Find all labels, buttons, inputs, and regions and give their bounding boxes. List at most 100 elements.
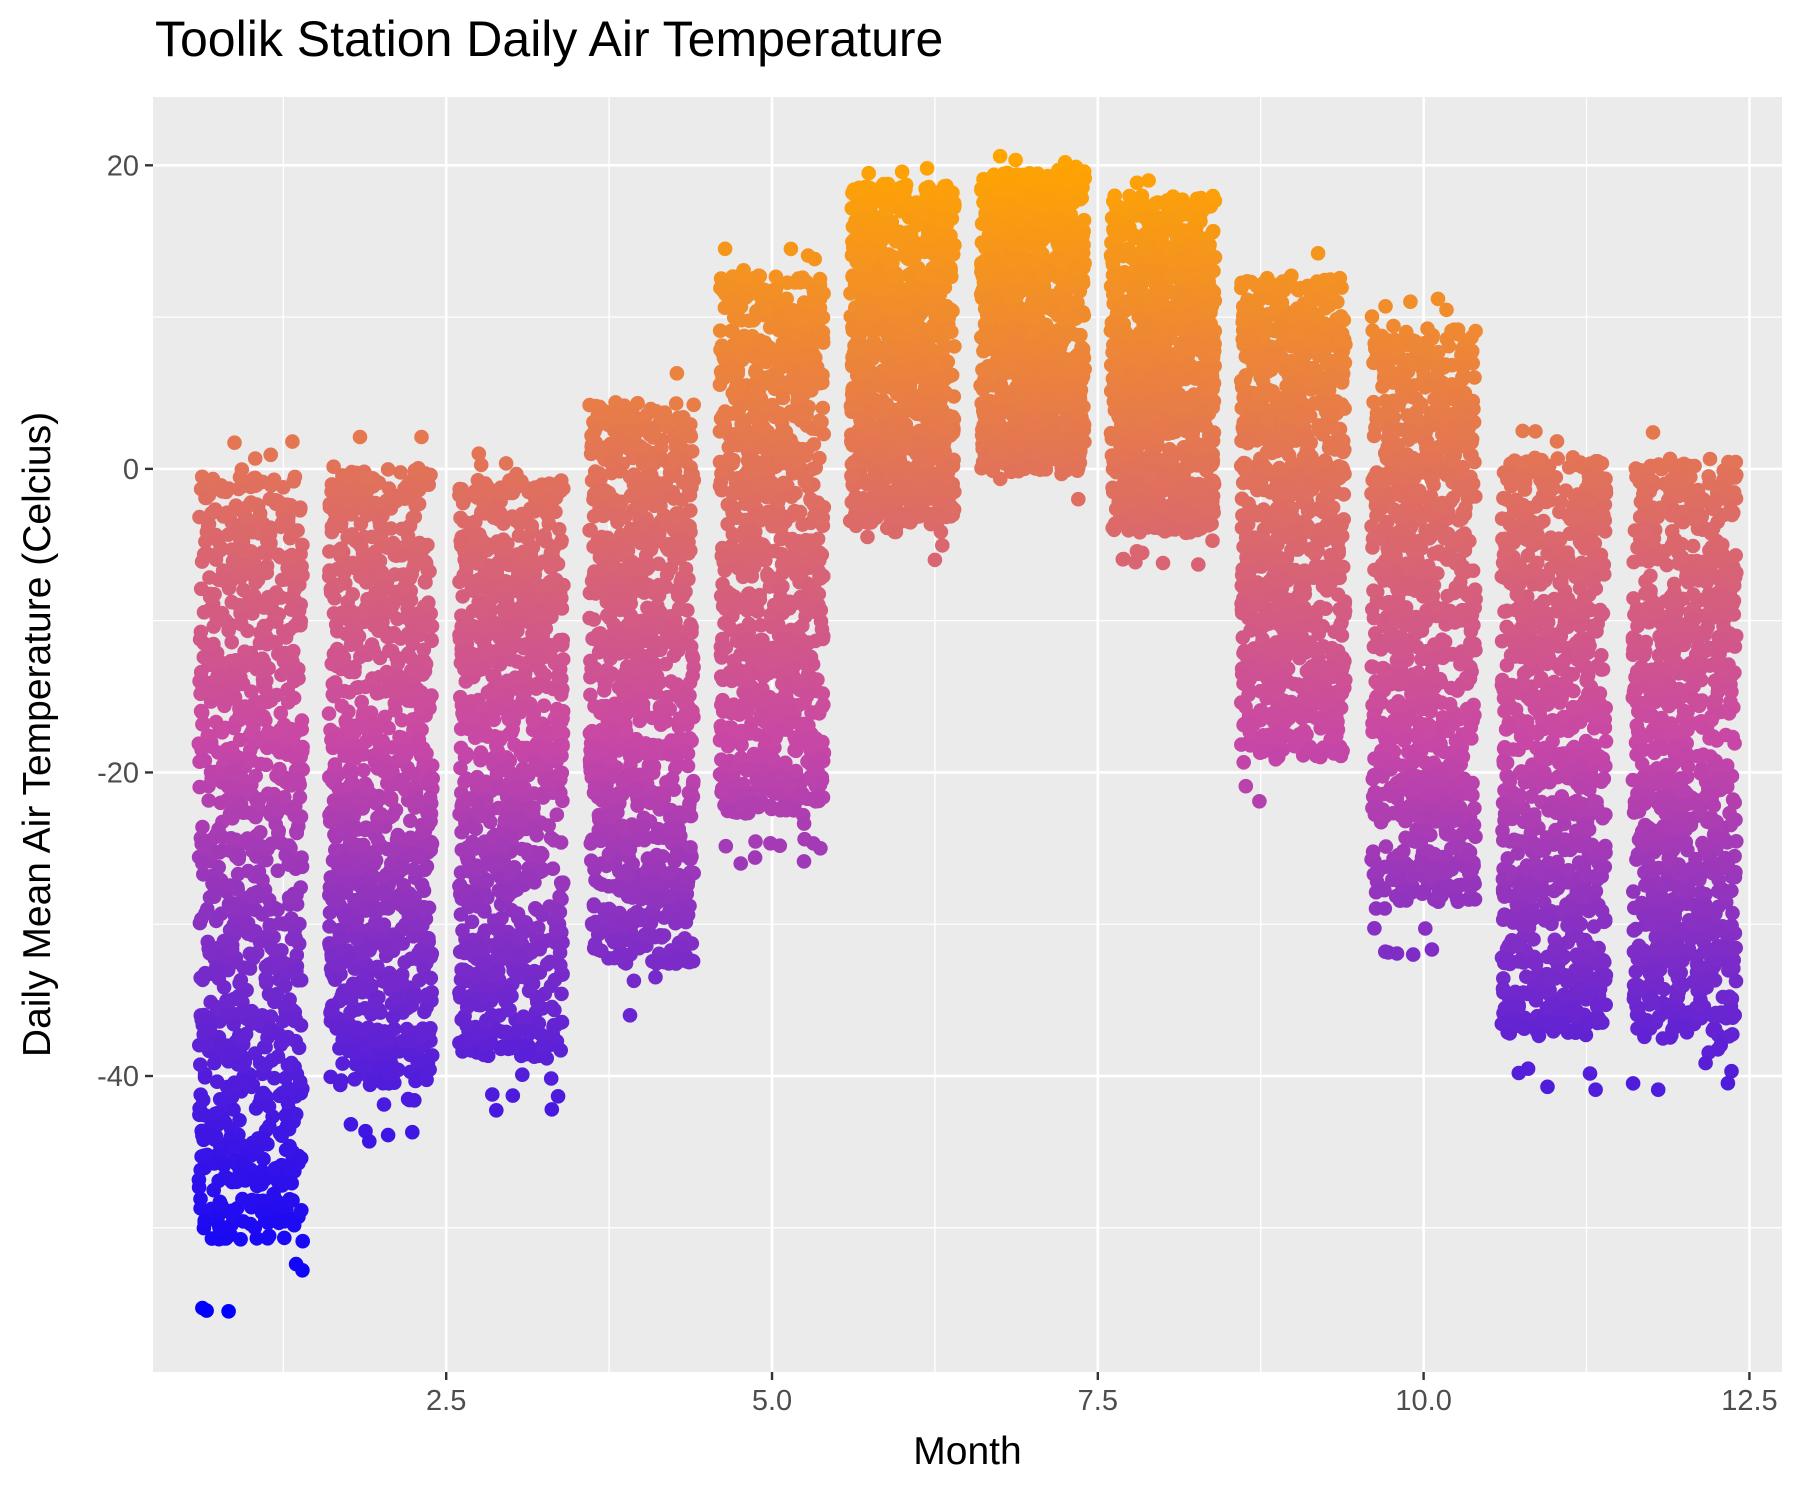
data-point bbox=[238, 1072, 254, 1088]
data-point bbox=[225, 553, 241, 569]
data-point bbox=[753, 656, 769, 671]
data-point bbox=[287, 799, 303, 814]
data-point bbox=[808, 737, 824, 752]
data-point bbox=[596, 683, 612, 698]
data-point bbox=[221, 779, 236, 795]
data-point bbox=[228, 832, 244, 848]
data-point bbox=[610, 593, 625, 609]
data-point bbox=[584, 723, 600, 739]
data-point bbox=[641, 559, 657, 574]
data-point bbox=[289, 947, 305, 963]
data-point bbox=[247, 478, 263, 494]
data-point bbox=[809, 672, 825, 687]
data-point bbox=[466, 891, 481, 907]
data-point bbox=[419, 746, 434, 761]
data-point bbox=[250, 1015, 265, 1030]
data-point bbox=[637, 536, 653, 552]
data-point bbox=[548, 1017, 564, 1033]
data-point bbox=[197, 1213, 212, 1228]
data-point bbox=[489, 922, 505, 937]
data-point bbox=[288, 1256, 304, 1272]
data-point bbox=[538, 641, 554, 656]
data-point bbox=[656, 928, 672, 943]
data-point bbox=[810, 790, 825, 806]
data-point bbox=[535, 554, 551, 569]
data-point bbox=[737, 664, 752, 679]
data-point bbox=[668, 396, 684, 411]
data-point bbox=[349, 931, 365, 947]
data-point bbox=[775, 799, 791, 814]
data-point bbox=[370, 832, 386, 848]
data-point bbox=[243, 495, 259, 510]
data-point bbox=[610, 805, 625, 820]
data-point bbox=[248, 566, 263, 581]
data-point bbox=[390, 591, 405, 607]
data-point bbox=[418, 575, 433, 590]
data-point bbox=[664, 771, 680, 786]
data-point bbox=[198, 906, 213, 921]
data-point bbox=[683, 503, 698, 518]
data-point bbox=[366, 570, 382, 585]
data-point bbox=[195, 1037, 210, 1053]
data-point bbox=[800, 248, 816, 263]
data-point bbox=[379, 1065, 395, 1081]
data-point bbox=[516, 1009, 531, 1024]
data-point bbox=[232, 708, 247, 724]
data-point bbox=[277, 978, 293, 994]
data-point bbox=[335, 1056, 350, 1071]
data-point bbox=[343, 1005, 358, 1020]
data-point bbox=[224, 942, 240, 957]
data-point bbox=[208, 1128, 224, 1144]
data-point bbox=[499, 688, 515, 703]
data-point bbox=[343, 603, 358, 618]
data-point bbox=[294, 559, 309, 574]
data-point bbox=[245, 886, 260, 902]
data-point bbox=[637, 737, 652, 752]
data-point bbox=[424, 836, 440, 851]
data-point bbox=[278, 847, 294, 863]
data-point bbox=[780, 275, 795, 291]
data-point bbox=[422, 790, 438, 805]
data-point bbox=[292, 503, 308, 518]
data-point bbox=[226, 900, 241, 915]
data-point bbox=[769, 726, 785, 741]
data-point bbox=[667, 953, 683, 969]
data-point bbox=[394, 712, 410, 728]
data-point bbox=[653, 717, 669, 732]
data-point bbox=[476, 661, 491, 676]
data-point bbox=[271, 802, 287, 817]
data-point bbox=[551, 668, 566, 684]
data-point bbox=[372, 601, 388, 616]
data-point bbox=[375, 733, 391, 749]
data-point bbox=[587, 577, 602, 593]
data-point bbox=[330, 623, 345, 639]
data-point bbox=[269, 687, 285, 703]
data-point bbox=[504, 796, 520, 812]
data-point bbox=[252, 625, 268, 641]
data-point bbox=[601, 847, 617, 862]
data-point bbox=[552, 786, 567, 802]
data-point bbox=[256, 676, 271, 692]
data-point bbox=[243, 838, 259, 854]
data-point bbox=[419, 859, 435, 874]
data-point bbox=[471, 572, 486, 588]
data-point bbox=[781, 632, 796, 647]
data-point bbox=[194, 705, 210, 720]
data-point bbox=[342, 664, 358, 680]
data-point bbox=[638, 659, 654, 674]
data-point bbox=[646, 759, 662, 774]
data-point bbox=[592, 876, 607, 891]
data-point bbox=[417, 599, 432, 614]
data-point bbox=[653, 498, 668, 514]
data-point bbox=[225, 1208, 240, 1224]
data-point bbox=[258, 959, 274, 974]
data-point bbox=[260, 1215, 276, 1231]
data-point bbox=[349, 680, 365, 695]
data-point bbox=[461, 940, 477, 956]
data-point bbox=[552, 889, 567, 904]
data-point bbox=[400, 528, 416, 544]
data-point bbox=[816, 697, 831, 712]
data-point bbox=[528, 503, 543, 519]
data-point bbox=[376, 1097, 392, 1112]
data-point bbox=[291, 1040, 307, 1056]
